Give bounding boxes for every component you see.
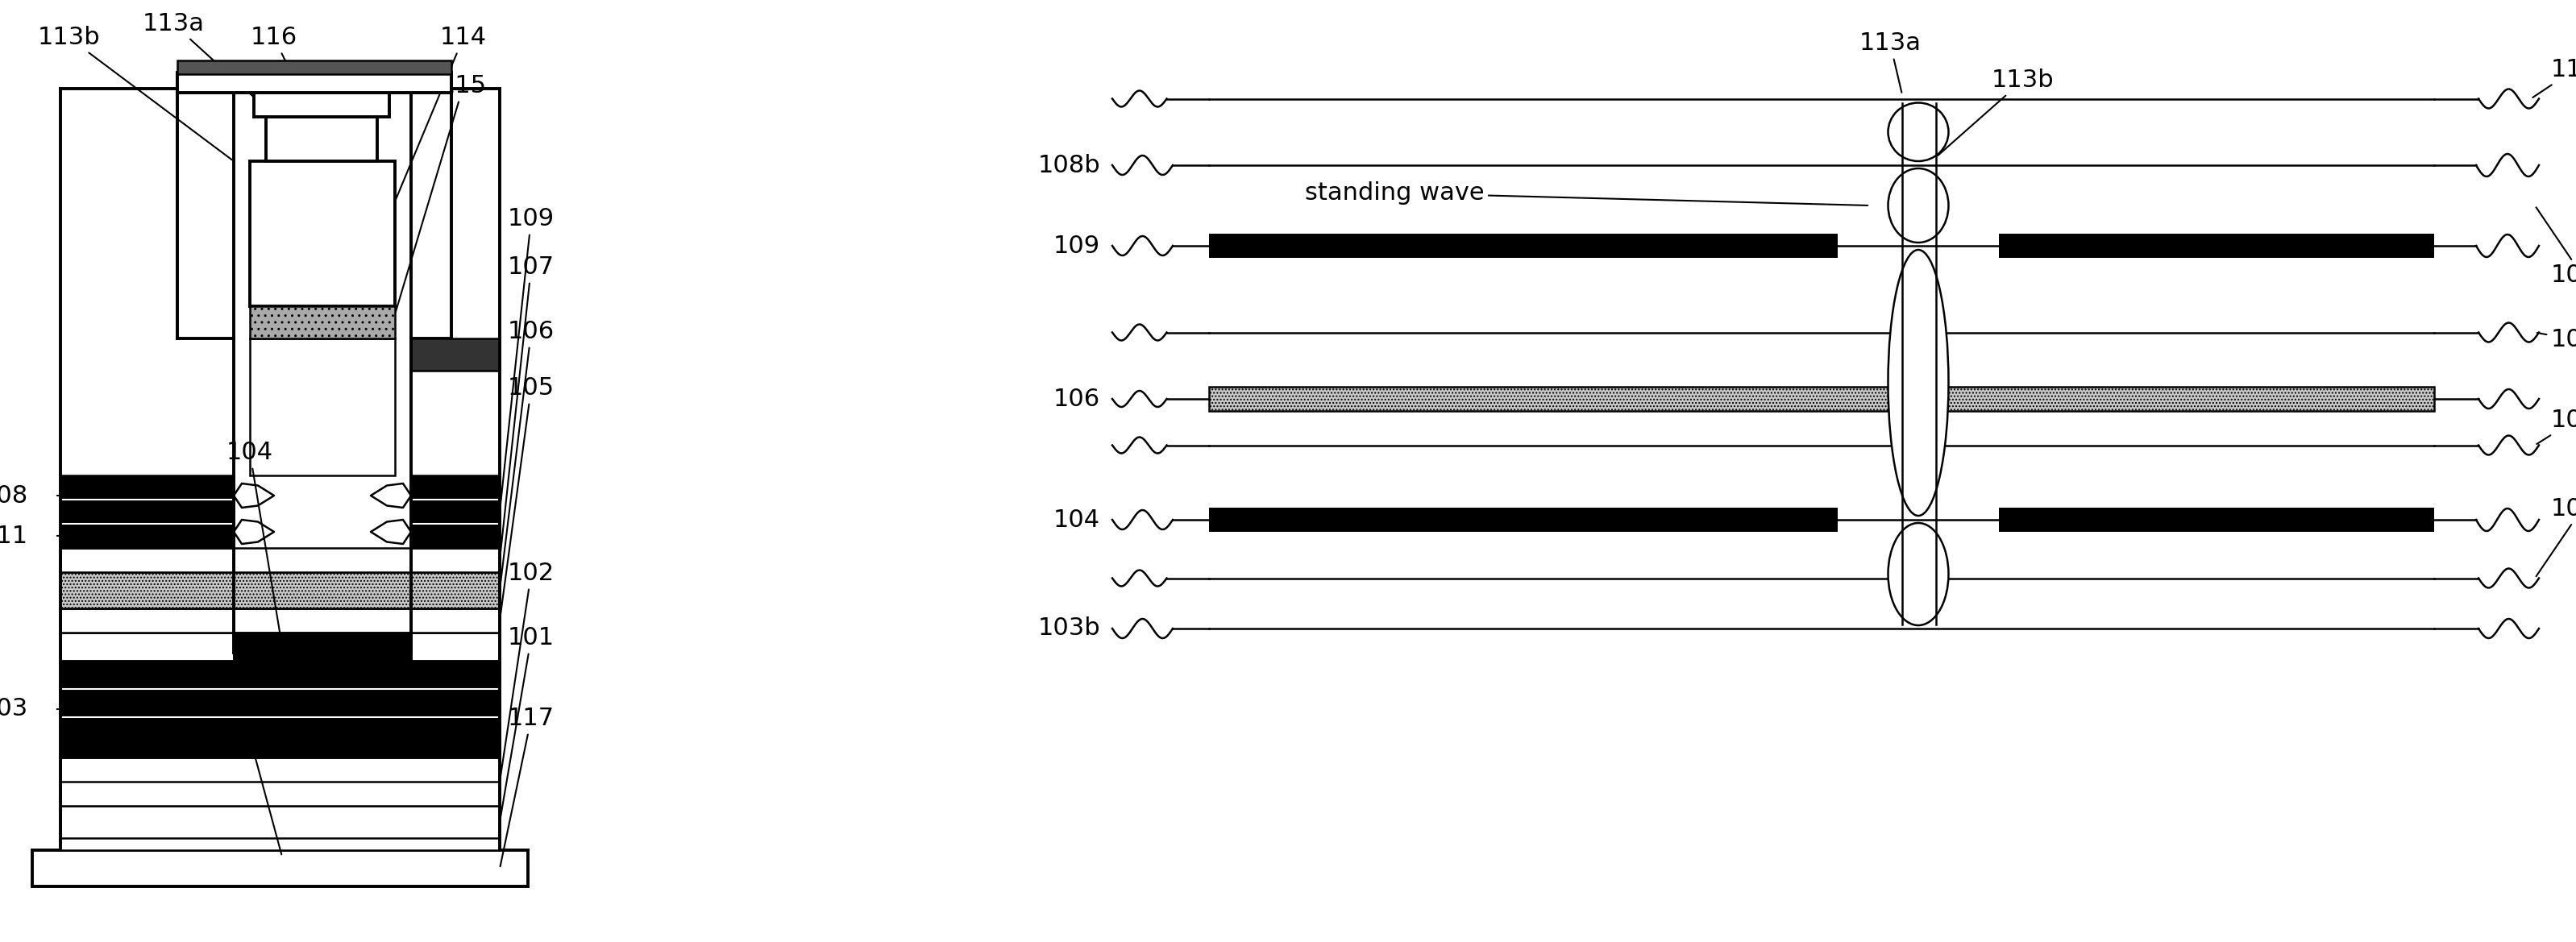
Bar bbox=[250, 161, 394, 306]
Text: 106: 106 bbox=[500, 320, 554, 588]
Bar bbox=[412, 572, 500, 609]
Text: 113b: 113b bbox=[1937, 69, 2056, 155]
Text: 114: 114 bbox=[397, 25, 487, 200]
Text: 106: 106 bbox=[1054, 387, 1100, 411]
Bar bbox=[59, 660, 500, 757]
Bar bbox=[1999, 234, 2434, 258]
Text: 115: 115 bbox=[397, 74, 487, 312]
Text: 103a: 103a bbox=[2537, 497, 2576, 577]
Ellipse shape bbox=[1888, 250, 1947, 515]
Bar bbox=[412, 476, 500, 548]
Text: 113b: 113b bbox=[36, 25, 232, 160]
Bar bbox=[59, 805, 500, 850]
Bar bbox=[59, 476, 234, 548]
Text: 111: 111 bbox=[0, 524, 28, 547]
Text: 109: 109 bbox=[1054, 235, 1100, 257]
Text: 108b: 108b bbox=[1038, 154, 1100, 177]
Bar bbox=[1999, 508, 2434, 532]
Text: 105: 105 bbox=[500, 376, 554, 618]
Text: 112: 112 bbox=[211, 666, 281, 854]
Bar bbox=[33, 850, 528, 886]
Text: 107: 107 bbox=[500, 255, 554, 558]
Text: 117: 117 bbox=[500, 706, 554, 867]
Bar bbox=[59, 633, 234, 660]
Text: 116: 116 bbox=[250, 25, 314, 119]
Text: 103b: 103b bbox=[1038, 617, 1100, 641]
Text: 104: 104 bbox=[1054, 508, 1100, 531]
Ellipse shape bbox=[1888, 169, 1947, 242]
Text: 108: 108 bbox=[0, 484, 28, 507]
Bar bbox=[234, 548, 412, 572]
Bar bbox=[412, 609, 500, 633]
Bar bbox=[250, 338, 394, 476]
Text: 104: 104 bbox=[227, 441, 281, 644]
Bar bbox=[178, 73, 451, 92]
Bar bbox=[250, 306, 394, 338]
Bar bbox=[234, 633, 412, 660]
Bar bbox=[265, 117, 376, 161]
Bar bbox=[178, 60, 451, 74]
Text: 112: 112 bbox=[2532, 58, 2576, 97]
Text: 108a: 108a bbox=[2537, 207, 2576, 287]
Text: 113a: 113a bbox=[142, 12, 394, 224]
Text: 113a: 113a bbox=[1860, 31, 1922, 92]
Bar bbox=[1208, 508, 1837, 532]
Bar bbox=[59, 572, 234, 609]
Bar bbox=[59, 757, 500, 805]
Text: 102: 102 bbox=[500, 561, 554, 779]
Bar bbox=[412, 633, 500, 660]
Bar bbox=[234, 572, 412, 609]
Text: 103: 103 bbox=[0, 697, 28, 721]
Bar bbox=[59, 548, 234, 572]
Text: 107: 107 bbox=[2537, 328, 2576, 351]
Ellipse shape bbox=[1888, 103, 1947, 161]
Bar bbox=[59, 609, 234, 633]
Bar bbox=[412, 338, 500, 370]
Text: 109: 109 bbox=[500, 207, 554, 510]
Bar bbox=[1208, 234, 1837, 258]
Bar bbox=[255, 89, 389, 117]
Ellipse shape bbox=[1888, 523, 1947, 625]
Text: 101: 101 bbox=[500, 626, 554, 820]
Bar bbox=[412, 548, 500, 572]
Bar bbox=[234, 609, 412, 633]
Text: standing wave: standing wave bbox=[1303, 181, 1868, 205]
Text: 105: 105 bbox=[2537, 409, 2576, 444]
Bar bbox=[1208, 387, 2434, 411]
